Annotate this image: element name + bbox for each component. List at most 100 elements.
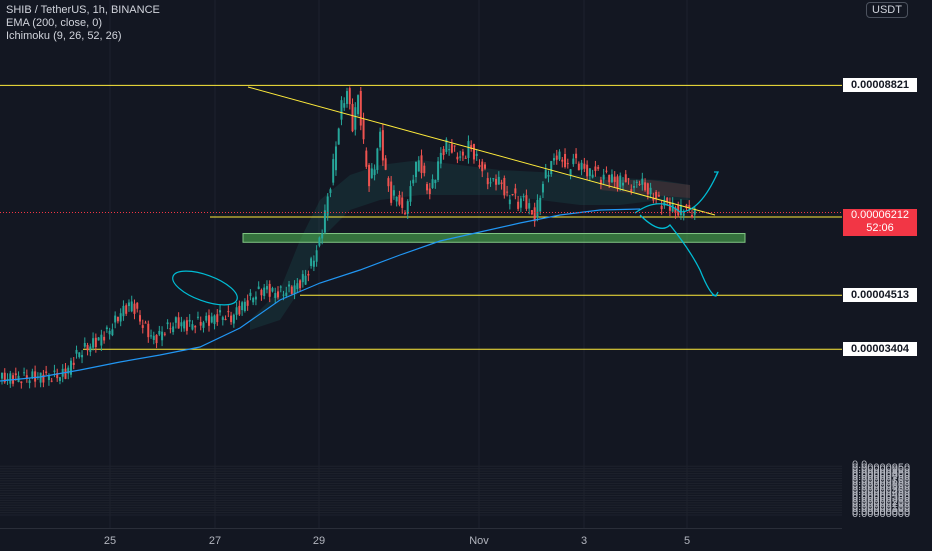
candle-body [127, 302, 130, 307]
candle-body [467, 141, 470, 158]
candle-body [638, 183, 641, 185]
candle-body [210, 316, 213, 323]
candle-body [307, 273, 310, 276]
candle-body [28, 380, 31, 384]
candle-body [663, 199, 666, 206]
candle-body [31, 371, 34, 379]
candle-body [136, 302, 139, 309]
candle-body [409, 186, 412, 202]
candle-body [169, 328, 172, 330]
candle-body [599, 179, 602, 185]
candle-body [241, 302, 244, 311]
candle-body [605, 170, 608, 172]
candle-body [318, 237, 321, 246]
candle-body [285, 292, 288, 296]
current-price-value: 0.00006212 [850, 209, 910, 221]
candle-body [108, 330, 111, 335]
price-tick-label: 0.00000550 [852, 481, 911, 494]
level-price-tag: 0.00003404 [843, 342, 917, 357]
candle-body [265, 286, 268, 290]
candle-body [666, 197, 669, 203]
candle-body [14, 373, 17, 376]
candle-body [219, 310, 222, 313]
candle-body [6, 378, 9, 380]
candle-body [75, 349, 78, 354]
candle-body [70, 360, 72, 375]
candle-body [508, 199, 511, 205]
candle-body [610, 174, 613, 183]
candle-body [97, 337, 100, 341]
symbol-title: SHIB / TetherUS, 1h, BINANCE [6, 4, 160, 16]
candle-body [577, 163, 580, 171]
projection-down-path [639, 214, 717, 297]
candle-body [293, 285, 296, 294]
candle-body [114, 315, 117, 323]
candle-body [456, 156, 459, 160]
price-tick-label: 0.0 [852, 459, 868, 472]
candle-body [343, 103, 346, 108]
candle-body [370, 168, 373, 178]
candle-body [569, 169, 572, 176]
candle-body [25, 375, 28, 380]
candle-body [566, 163, 569, 165]
candle-body [478, 164, 481, 168]
candle-body [141, 325, 144, 328]
time-tick-label: 29 [312, 535, 326, 547]
candle-body [354, 107, 357, 130]
candle-body [492, 178, 495, 180]
candle-body [180, 322, 183, 327]
candle-body [277, 291, 279, 298]
candle-body [230, 315, 233, 323]
candle-body [591, 174, 594, 178]
candle-body [616, 176, 619, 188]
price-chart[interactable] [0, 0, 842, 528]
candle-body [81, 355, 84, 358]
candle-body [326, 196, 329, 216]
candle-body [561, 159, 564, 162]
candle-body [337, 128, 340, 145]
ichimoku-cloud [250, 160, 690, 330]
candle-body [572, 158, 575, 165]
price-tick-label: 0.00000750 [852, 471, 911, 484]
candle-body [674, 207, 677, 214]
candle-body [3, 372, 6, 383]
candle-body [495, 178, 498, 185]
candle-body [254, 296, 257, 300]
candle-body [301, 274, 304, 283]
candle-body [58, 377, 61, 381]
candle-body [506, 191, 509, 193]
candle-body [459, 156, 462, 158]
candle-body [464, 157, 467, 159]
candle-body [144, 322, 147, 324]
price-tick-label: 0.00000350 [852, 490, 911, 503]
candle-body [461, 151, 464, 156]
price-tick-label: 0.00000650 [852, 476, 911, 489]
candle-body [390, 181, 393, 203]
candle-body [644, 182, 647, 191]
candle-body [387, 178, 390, 187]
candle-body [139, 315, 141, 322]
currency-button[interactable]: USDT [866, 2, 908, 18]
candles [1, 86, 696, 389]
candle-body [384, 158, 387, 170]
candle-body [208, 315, 210, 326]
candle-body [238, 305, 241, 315]
candle-body [103, 336, 106, 341]
candle-body [227, 311, 230, 313]
candle-body [50, 380, 53, 382]
time-axis[interactable]: 25 27 29 Nov 3 5 [0, 528, 842, 551]
candle-body [691, 215, 693, 218]
price-tick-label: 0.00000900 [852, 464, 911, 477]
candle-body [64, 368, 67, 379]
candle-body [641, 178, 644, 185]
candle-body [312, 260, 315, 267]
candle-body [78, 352, 81, 357]
trendline-path [247, 86, 716, 216]
candle-body [315, 250, 318, 262]
candle-body [67, 367, 70, 374]
candle-body [398, 194, 401, 205]
candle-body [448, 149, 451, 151]
level-price-tag: 0.00008821 [843, 78, 917, 93]
candle-body [453, 145, 456, 147]
